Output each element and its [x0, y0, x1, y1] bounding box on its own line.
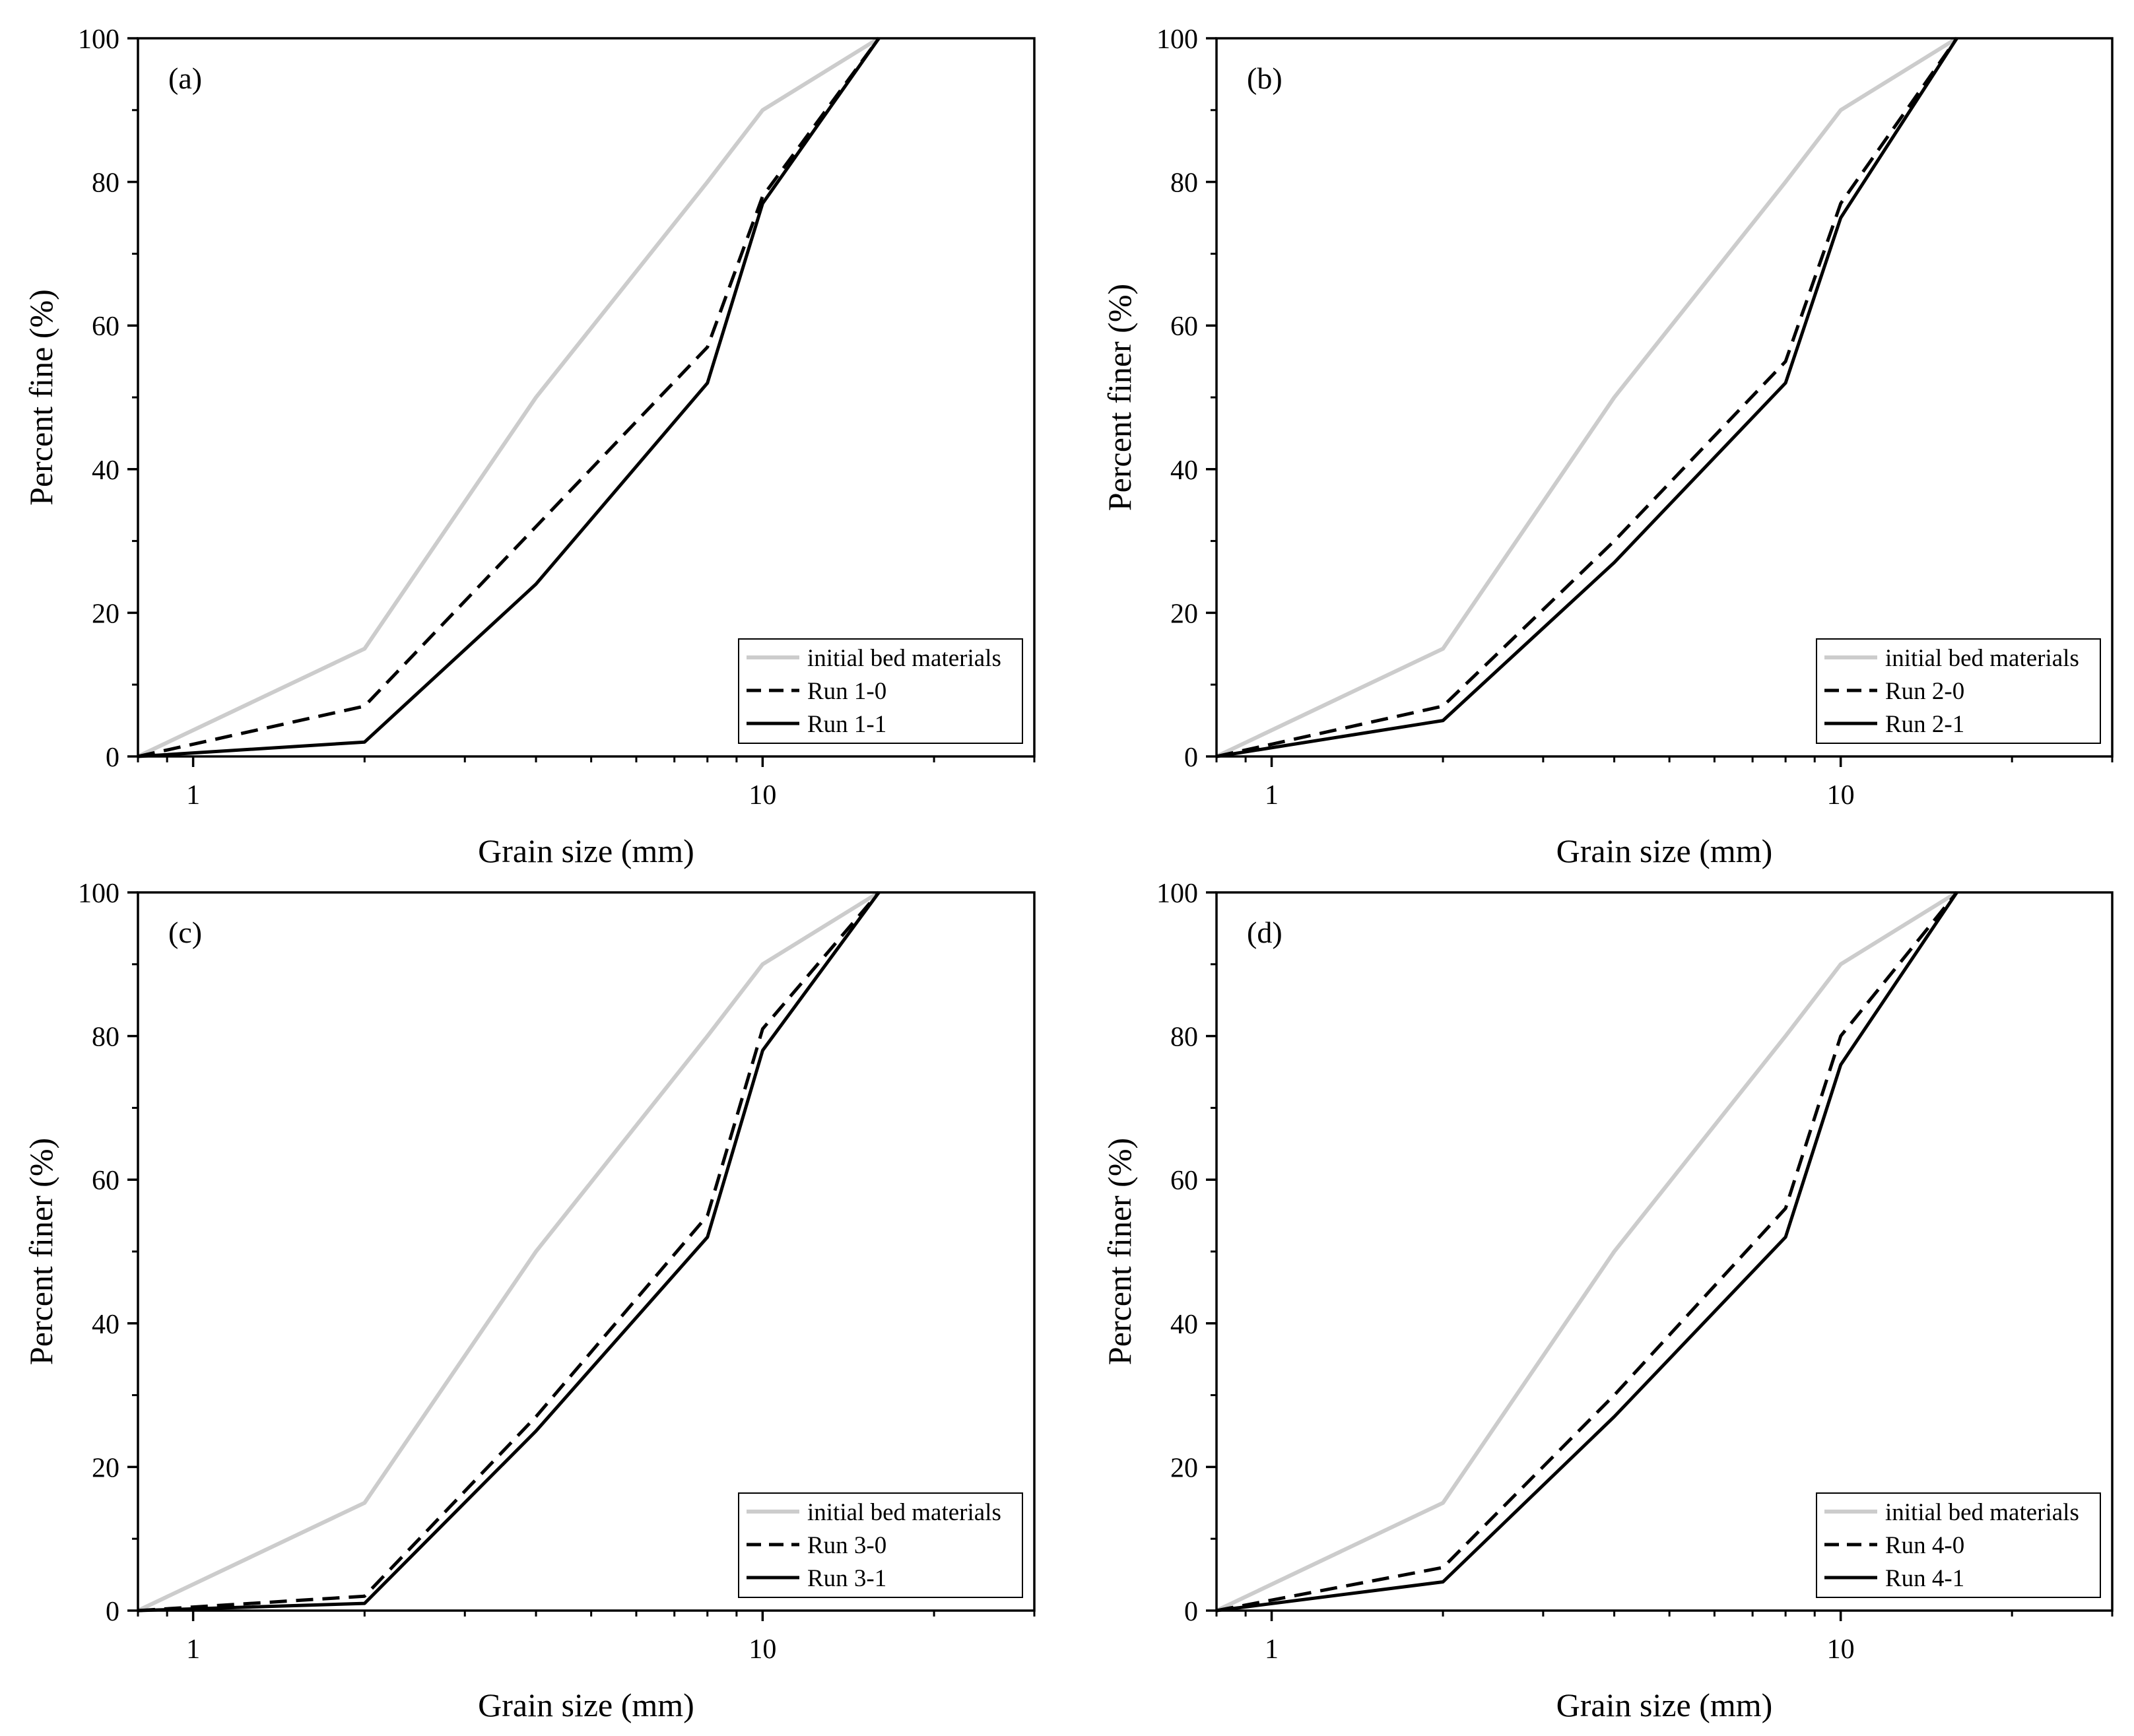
- y-tick-label: 40: [92, 1310, 119, 1340]
- x-axis-title: Grain size (mm): [1556, 1686, 1773, 1723]
- y-tick-label: 60: [92, 1166, 119, 1196]
- y-axis: 0 20 40 60 80 100: [1156, 879, 1217, 1627]
- series-line-run-4-0: [1216, 891, 1958, 1613]
- x-axis: 1 10: [1215, 756, 2114, 811]
- legend-entry: Run 4-1: [1885, 1565, 1964, 1592]
- y-tick-label: 40: [92, 455, 119, 486]
- y-tick-label: 40: [1170, 455, 1198, 486]
- panel-label: (a): [168, 61, 202, 95]
- y-tick-label: 60: [92, 312, 119, 342]
- series-line-run-1-0: [137, 37, 881, 758]
- series-line-run-3-0: [137, 891, 881, 1613]
- series-line-initial-bed-materials: [137, 36, 881, 758]
- legend-entry: initial bed materials: [1885, 1499, 2079, 1526]
- y-tick-label: 40: [1170, 1310, 1198, 1340]
- legend-entry: Run 3-1: [807, 1565, 886, 1592]
- legend-entry: Run 1-1: [807, 711, 886, 738]
- series-line-run-3-1: [137, 891, 881, 1613]
- y-tick-label: 100: [78, 879, 119, 909]
- y-axis-title: Percent finer (%): [1101, 1138, 1138, 1365]
- legend-entry: Run 1-0: [807, 678, 886, 705]
- x-axis: 1 10: [137, 756, 1036, 811]
- y-axis-title: Percent fine (%): [22, 289, 59, 506]
- series-line-run-4-1: [1216, 891, 1958, 1613]
- y-axis: 0 20 40 60 80 100: [78, 24, 138, 773]
- x-axis: 1 10: [137, 1611, 1036, 1665]
- y-tick-label: 20: [92, 599, 119, 629]
- y-tick-label: 100: [1156, 879, 1198, 909]
- y-tick-label: 0: [106, 743, 119, 773]
- legend: initial bed materials Run 2-0 Run 2-1: [1816, 638, 2101, 744]
- y-tick-label: 0: [1184, 743, 1198, 773]
- legend-entry: Run 2-1: [1885, 711, 1964, 738]
- legend-entry: initial bed materials: [807, 1499, 1001, 1526]
- y-tick-label: 20: [92, 1453, 119, 1483]
- panel-d: 0 20 40 60 80 100 1 10 Grain size (mm) Percent fi…: [1101, 879, 2114, 1723]
- panel-label: (d): [1247, 916, 1283, 949]
- x-axis-title: Grain size (mm): [478, 832, 694, 869]
- y-tick-label: 100: [1156, 24, 1198, 55]
- y-axis: 0 20 40 60 80 100: [78, 879, 138, 1627]
- x-tick-label: 1: [186, 780, 200, 811]
- y-tick-label: 100: [78, 24, 119, 55]
- y-tick-label: 80: [1170, 1022, 1198, 1053]
- legend: initial bed materials Run 1-0 Run 1-1: [738, 638, 1023, 744]
- y-tick-label: 80: [1170, 168, 1198, 199]
- legend-entry: initial bed materials: [807, 645, 1001, 672]
- y-tick-label: 80: [92, 1022, 119, 1053]
- y-tick-label: 20: [1170, 599, 1198, 629]
- x-tick-label: 10: [749, 1634, 776, 1665]
- y-tick-label: 0: [106, 1597, 119, 1627]
- y-tick-label: 20: [1170, 1453, 1198, 1483]
- y-tick-label: 60: [1170, 1166, 1198, 1196]
- series-line-run-2-1: [1216, 37, 1958, 758]
- series-line-run-1-1: [137, 37, 881, 758]
- y-axis: 0 20 40 60 80 100: [1156, 24, 1217, 773]
- panel-b: 0 20 40 60 80 100 1 10 Grain size (mm) Percent fi…: [1101, 24, 2114, 869]
- panel-label: (b): [1247, 61, 1283, 95]
- legend-entry: Run 3-0: [807, 1532, 886, 1559]
- y-axis-title: Percent finer (%): [22, 1138, 59, 1365]
- series-line-run-2-0: [1216, 37, 1958, 758]
- x-tick-label: 10: [1827, 1634, 1855, 1665]
- legend-entry: Run 2-0: [1885, 678, 1964, 705]
- y-tick-label: 60: [1170, 312, 1198, 342]
- panel-a: 0 20 40 60 80 100 1 10 Grain size (mm) Percent fi…: [22, 24, 1036, 869]
- y-axis-title: Percent finer (%): [1101, 284, 1138, 511]
- legend: initial bed materials Run 3-0 Run 3-1: [738, 1492, 1023, 1598]
- x-axis-title: Grain size (mm): [478, 1686, 694, 1723]
- panel-label: (c): [168, 916, 202, 949]
- series-lines: [137, 890, 881, 1613]
- x-axis-title: Grain size (mm): [1556, 832, 1773, 869]
- series-lines: [1215, 36, 1958, 758]
- x-tick-label: 10: [749, 780, 776, 811]
- legend-entry: Run 4-0: [1885, 1532, 1964, 1559]
- y-tick-label: 0: [1184, 1597, 1198, 1627]
- panel-c: 0 20 40 60 80 100 1 10 Grain size (mm) Percent fi…: [22, 879, 1036, 1723]
- series-lines: [1215, 890, 1958, 1613]
- x-tick-label: 1: [1265, 780, 1279, 811]
- y-tick-label: 80: [92, 168, 119, 199]
- x-tick-label: 10: [1827, 780, 1855, 811]
- series-lines: [137, 36, 881, 758]
- x-axis: 1 10: [1215, 1611, 2114, 1665]
- series-line-initial-bed-materials: [1215, 890, 1958, 1613]
- legend-entry: initial bed materials: [1885, 645, 2079, 672]
- x-tick-label: 1: [1265, 1634, 1279, 1665]
- series-line-initial-bed-materials: [1215, 36, 1958, 758]
- series-line-initial-bed-materials: [137, 890, 881, 1613]
- x-tick-label: 1: [186, 1634, 200, 1665]
- legend: initial bed materials Run 4-0 Run 4-1: [1816, 1492, 2101, 1598]
